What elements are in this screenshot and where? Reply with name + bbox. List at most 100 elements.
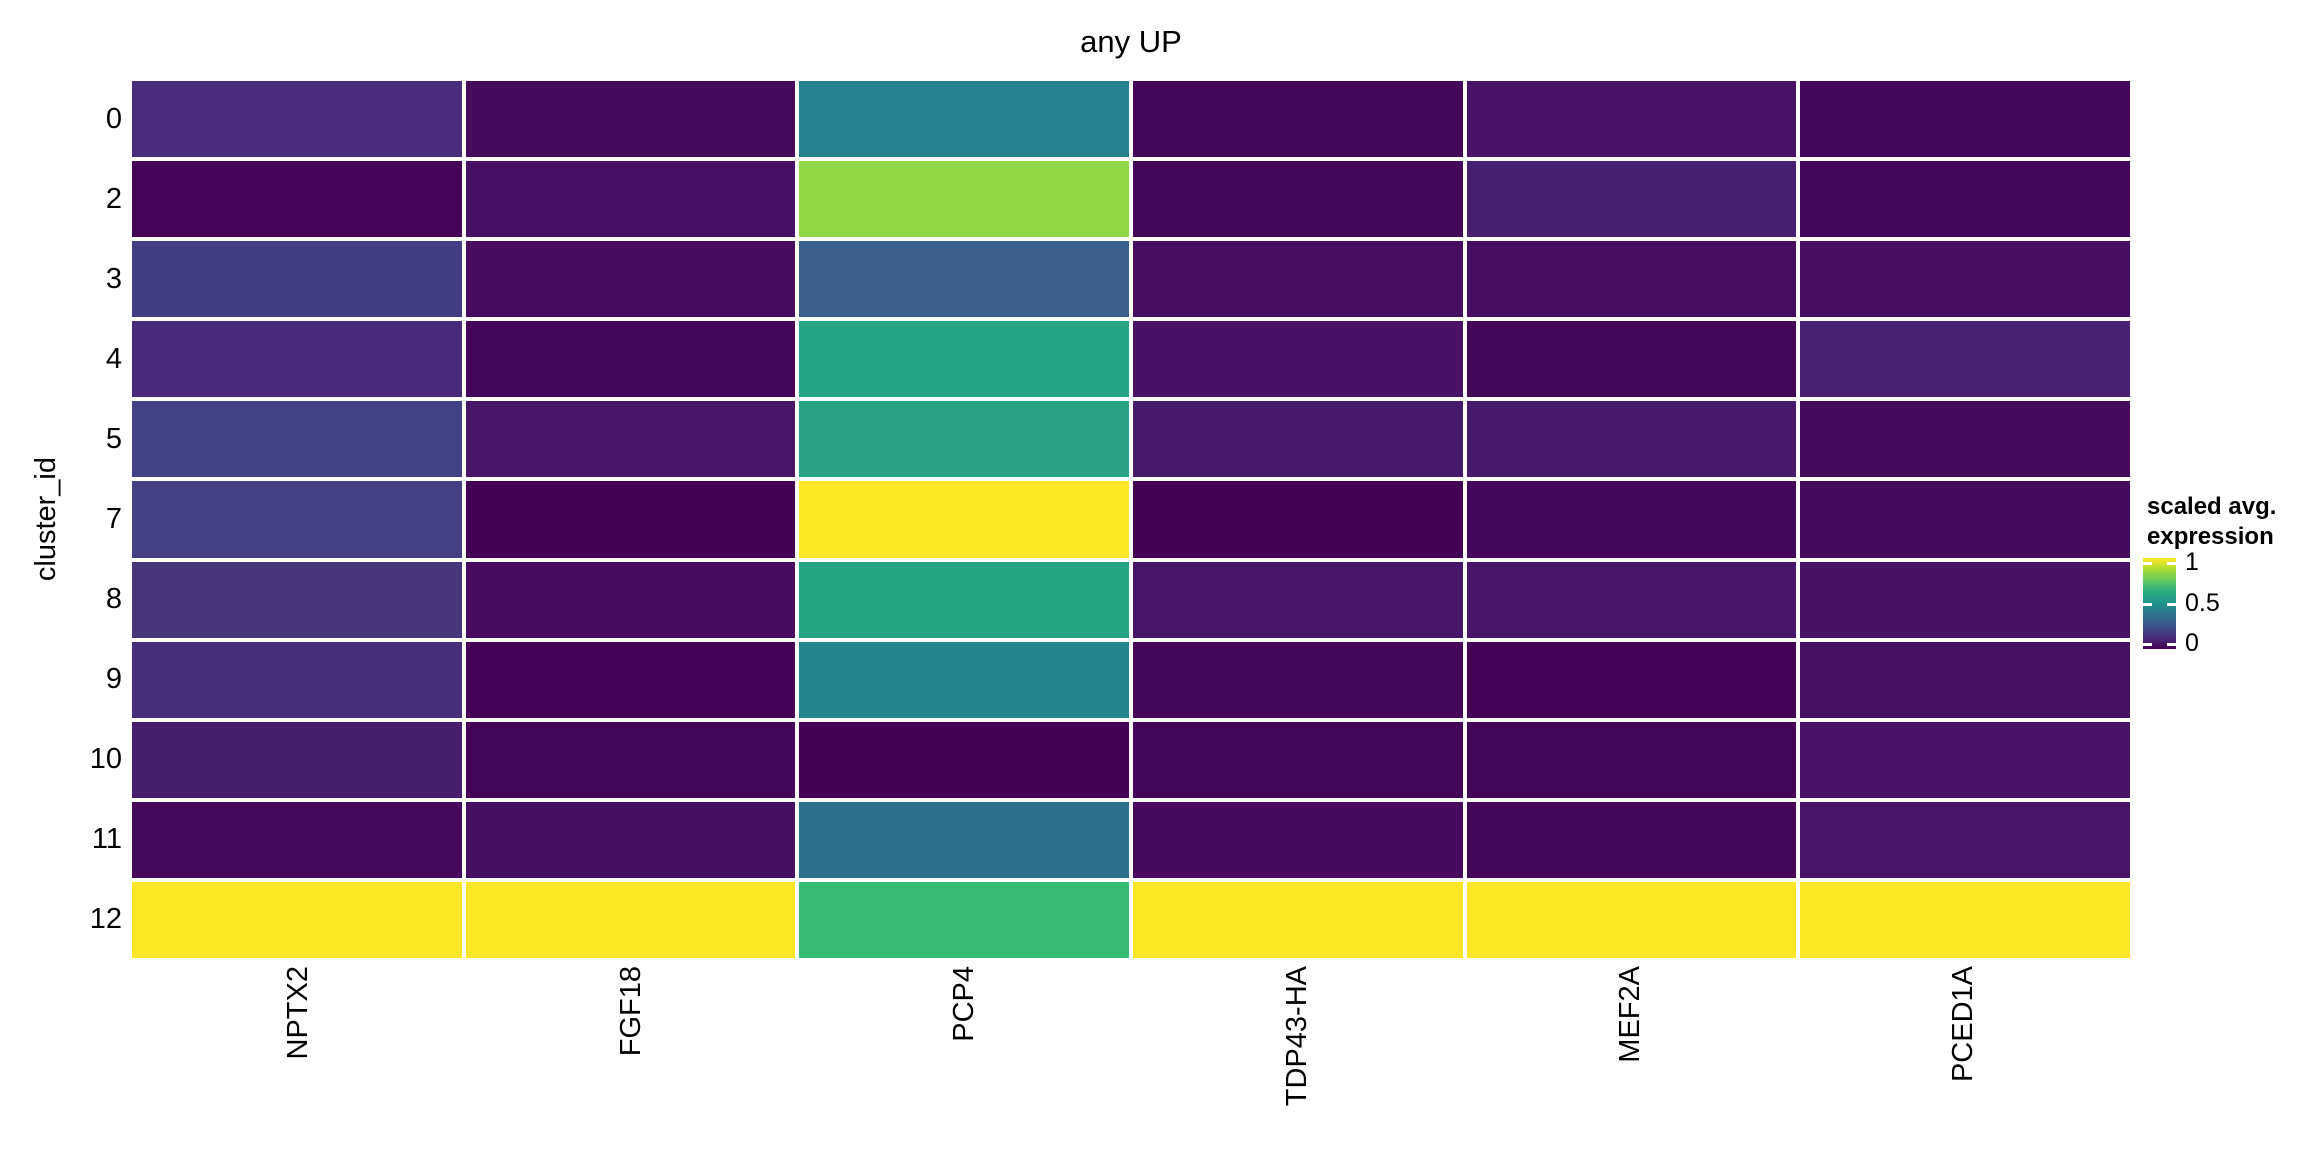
- heatmap-cell: [799, 561, 1129, 638]
- heatmap-cell: [1800, 241, 2130, 318]
- heatmap-cell: [1466, 561, 1797, 638]
- legend: scaled avg. expression 1 0.5 0: [2143, 492, 2303, 657]
- x-tick-label: NPTX2: [282, 966, 314, 1060]
- heatmap-cell: [132, 321, 462, 398]
- heatmap-cell: [1132, 241, 1463, 318]
- y-tick-label: 12: [89, 903, 122, 936]
- heatmap-cell: [1800, 161, 2130, 238]
- heatmap-cell: [1800, 881, 2130, 958]
- heatmap-cell: [799, 241, 1129, 318]
- y-tick-label: 0: [105, 102, 122, 135]
- heatmap-cell: [1466, 881, 1797, 958]
- x-tick-label: TDP43-HA: [1281, 966, 1313, 1107]
- heatmap-cell: [132, 801, 462, 878]
- legend-tick-dash-right: [2167, 643, 2176, 647]
- y-tick-label: 7: [105, 502, 122, 535]
- legend-tick-dash-right: [2167, 602, 2176, 606]
- heatmap-cell: [1132, 561, 1463, 638]
- legend-tick-label: 0.5: [2185, 588, 2220, 617]
- heatmap-cell: [465, 881, 796, 958]
- legend-title-line1: scaled avg.: [2147, 493, 2277, 520]
- heatmap-cell: [1800, 481, 2130, 558]
- x-tick-label: MEF2A: [1614, 966, 1646, 1063]
- y-tick-label: 5: [105, 422, 122, 455]
- heatmap-cell: [465, 401, 796, 478]
- y-tick-label: 11: [91, 823, 122, 856]
- heatmap-cell: [465, 81, 796, 158]
- heatmap-cell: [132, 481, 462, 558]
- legend-colorbar: 1 0.5 0: [2143, 547, 2220, 657]
- heatmap-cell: [799, 481, 1129, 558]
- heatmap-cell: [1132, 881, 1463, 958]
- y-axis-tick-labels: 0 2 3 4 5 7 8 9 10 11 12: [0, 81, 122, 958]
- heatmap-cell: [1466, 161, 1797, 238]
- legend-tick-dash-right: [2167, 561, 2176, 565]
- heatmap-cell: [465, 481, 796, 558]
- heatmap-cell: [465, 641, 796, 718]
- heatmap-cell: [1466, 481, 1797, 558]
- x-tick-label-wrap: MEF2A: [1464, 966, 1797, 1152]
- heatmap-cell: [465, 721, 796, 798]
- heatmap-cell: [132, 561, 462, 638]
- heatmap-cell: [465, 241, 796, 318]
- y-tick-label: 2: [105, 182, 122, 215]
- heatmap-cell: [132, 881, 462, 958]
- heatmap-cell: [1466, 401, 1797, 478]
- heatmap-cell: [1800, 321, 2130, 398]
- heatmap-cell: [1800, 81, 2130, 158]
- legend-tick-label: 1: [2185, 547, 2199, 576]
- heatmap-cell: [1132, 481, 1463, 558]
- heatmap-cell: [1466, 81, 1797, 158]
- heatmap-cell: [1132, 801, 1463, 878]
- heatmap-cell: [132, 161, 462, 238]
- legend-tick-dash-left: [2143, 602, 2152, 606]
- heatmap-cell: [1466, 321, 1797, 398]
- x-tick-label: PCED1A: [1947, 966, 1979, 1083]
- heatmap-cell: [465, 321, 796, 398]
- x-tick-label-wrap: FGF18: [465, 966, 798, 1152]
- legend-tick-dash-left: [2143, 643, 2152, 647]
- x-tick-label: FGF18: [615, 966, 647, 1057]
- heatmap-cell: [799, 801, 1129, 878]
- legend-tick-dash-left: [2143, 561, 2152, 565]
- y-tick-label: 10: [89, 743, 122, 776]
- heatmap-cell: [132, 401, 462, 478]
- heatmap-cell: [799, 81, 1129, 158]
- chart-title: any UP: [1080, 24, 1182, 59]
- heatmap-cell: [1132, 321, 1463, 398]
- heatmap-cell: [465, 161, 796, 238]
- heatmap-cell: [1466, 641, 1797, 718]
- legend-tick-label: 0: [2185, 629, 2199, 658]
- heatmap-cell: [1800, 561, 2130, 638]
- x-axis-tick-labels: NPTX2 FGF18 PCP4 TDP43-HA MEF2A PCED1A: [132, 966, 2130, 1152]
- heatmap-cell: [799, 401, 1129, 478]
- legend-title-line2: expression: [2147, 523, 2274, 550]
- heatmap-cell: [1132, 641, 1463, 718]
- x-tick-label: PCP4: [948, 966, 980, 1042]
- heatmap-cell: [465, 561, 796, 638]
- x-tick-label-wrap: TDP43-HA: [1131, 966, 1464, 1152]
- x-tick-label-wrap: NPTX2: [132, 966, 465, 1152]
- heatmap-cell: [1466, 241, 1797, 318]
- heatmap-cell: [1466, 721, 1797, 798]
- heatmap-cell: [1132, 161, 1463, 238]
- heatmap-cell: [132, 81, 462, 158]
- heatmap-cell: [1132, 81, 1463, 158]
- y-tick-label: 3: [105, 262, 122, 295]
- heatmap-cell: [799, 721, 1129, 798]
- x-tick-label-wrap: PCP4: [798, 966, 1131, 1152]
- heatmap-cell: [1800, 721, 2130, 798]
- y-tick-label: 8: [105, 583, 122, 616]
- heatmap-cell: [132, 641, 462, 718]
- heatmap-cell: [799, 641, 1129, 718]
- heatmap-cell: [1132, 721, 1463, 798]
- heatmap-cell: [799, 881, 1129, 958]
- heatmap-cell: [1800, 641, 2130, 718]
- heatmap-cell: [132, 721, 462, 798]
- heatmap-cell: [1132, 401, 1463, 478]
- x-tick-label-wrap: PCED1A: [1797, 966, 2130, 1152]
- heatmap-cell: [799, 321, 1129, 398]
- heatmap-plot-area: [132, 81, 2130, 958]
- heatmap-cell: [465, 801, 796, 878]
- heatmap-cell: [1800, 401, 2130, 478]
